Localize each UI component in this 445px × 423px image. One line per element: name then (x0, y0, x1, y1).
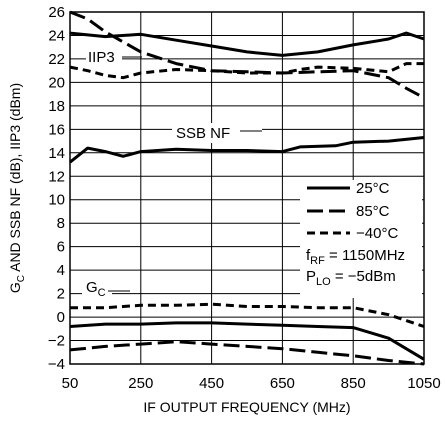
nf-label-bg (172, 123, 262, 143)
y-tick-label: −2 (48, 333, 65, 350)
nf-label: SSB NF (176, 125, 230, 142)
x-tick-labels: 50 250 450 650 850 1050 (62, 375, 441, 392)
x-tick-label: 450 (199, 375, 224, 392)
series-line-iip3-m40c (69, 62, 424, 80)
condition-frf: fRF = 1150MHz (306, 247, 405, 267)
x-axis-title: IF OUTPUT FREQUENCY (MHz) (143, 399, 350, 415)
series-line-gc-m40c (70, 302, 425, 328)
y-tick-label: 26 (48, 4, 65, 21)
series-line-gc-25c (69, 321, 425, 361)
x-tick-label: 250 (128, 375, 153, 392)
y-tick-label: 2 (57, 286, 65, 303)
y-tick-label: 4 (57, 262, 65, 279)
y-tick-label: 18 (48, 98, 65, 115)
series-line-gc-85c (69, 340, 425, 366)
x-tick-label: 50 (62, 375, 79, 392)
y-tick-label: 0 (57, 309, 65, 326)
series-line-ssb-nf-25c (69, 136, 425, 164)
iip3-label: IIP3 (88, 49, 115, 66)
iip3-label-bg (86, 47, 122, 67)
y-axis-title: GC AND SSB NF (dB), IIP3 (dBm) (7, 83, 27, 293)
legend: 25°C 85°C −40°C fRF = 1150MHz PLO = −5dB… (300, 180, 422, 298)
y-tick-label: 14 (48, 145, 65, 162)
y-tick-label: 12 (48, 168, 65, 185)
y-tick-label: 6 (57, 239, 65, 256)
plot-frame (69, 11, 425, 365)
x-tick-label: 1050 (407, 375, 440, 392)
legend-bg (300, 180, 422, 298)
x-tick-label: 650 (270, 375, 295, 392)
gc-label-bg (82, 277, 112, 299)
y-tick-label: 10 (48, 192, 65, 209)
y-tick-label: 16 (48, 121, 65, 138)
y-tick-label: 20 (48, 74, 65, 91)
y-tick-label: −4 (48, 356, 65, 373)
y-tick-label: 24 (48, 27, 65, 44)
legend-label-m40c: −40°C (356, 225, 398, 242)
y-tick-label: 8 (57, 215, 65, 232)
y-tick-label: 22 (48, 51, 65, 68)
series-line-iip3-25c (69, 31, 425, 57)
series-lines (69, 10, 425, 366)
condition-plo: PLO = −5dBm (306, 268, 396, 288)
legend-label-85c: 85°C (356, 203, 390, 220)
x-tick-label: 850 (341, 375, 366, 392)
series-line-iip3-85c (69, 10, 425, 100)
legend-label-25c: 25°C (356, 180, 390, 197)
gc-label: GC (86, 279, 106, 299)
